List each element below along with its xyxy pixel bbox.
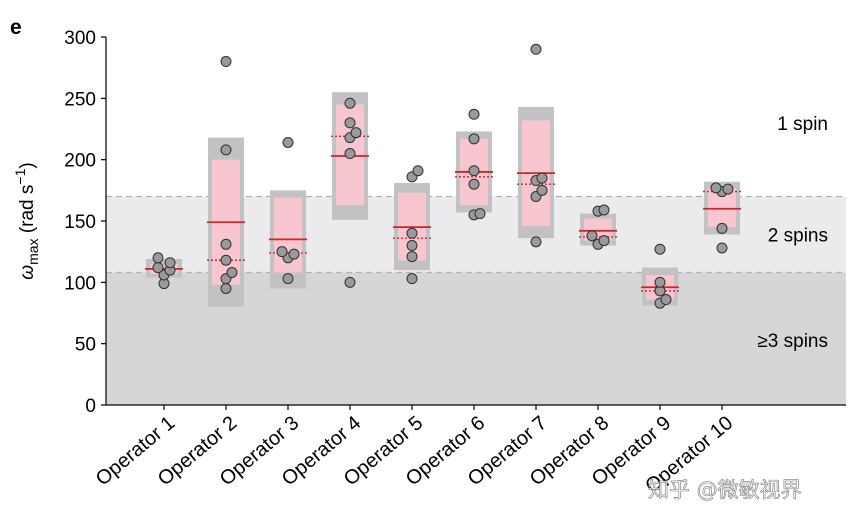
data-point	[344, 117, 356, 129]
data-point	[660, 294, 672, 306]
y-tick-label: 100	[64, 273, 96, 294]
data-point	[152, 262, 164, 274]
zone-label-2: ≥3 spins	[757, 331, 828, 352]
data-point	[598, 204, 610, 216]
data-point	[406, 251, 418, 263]
data-point	[344, 276, 356, 288]
operator-bands	[145, 92, 741, 307]
data-point	[350, 127, 362, 139]
data-point	[164, 257, 176, 269]
data-point	[474, 208, 486, 220]
data-point	[406, 227, 418, 239]
data-point	[586, 230, 598, 242]
data-point	[716, 222, 728, 234]
data-point	[344, 97, 356, 109]
operator-band-3	[269, 190, 307, 289]
y-tick-label: 200	[64, 151, 96, 172]
y-tick-label: 150	[64, 212, 96, 233]
operator-band-7	[517, 106, 555, 239]
y-tick-label: 250	[64, 89, 96, 110]
data-point	[710, 182, 722, 194]
zone-label-1: 2 spins	[768, 225, 828, 246]
data-point	[412, 165, 424, 177]
data-point	[654, 276, 666, 288]
y-tick-label: 300	[64, 28, 96, 49]
zone-label-0: 1 spin	[777, 114, 828, 135]
data-point	[598, 235, 610, 247]
watermark-text: 知乎 @微敏视界	[648, 478, 802, 502]
data-point	[152, 252, 164, 264]
data-point	[406, 240, 418, 252]
y-axis-title-subscript: max	[25, 238, 41, 264]
data-point	[406, 273, 418, 285]
data-point	[716, 242, 728, 254]
y-axis-title-unit: (rad s	[17, 185, 38, 239]
data-point	[276, 246, 288, 258]
y-axis-title-end: )	[17, 162, 38, 168]
data-point	[344, 148, 356, 160]
y-tick-label: 50	[75, 335, 96, 356]
y-axis-title-exponent: −1	[12, 168, 28, 184]
data-point	[530, 236, 542, 248]
data-point	[468, 108, 480, 120]
data-point	[468, 178, 480, 190]
data-point	[220, 254, 232, 266]
data-point	[536, 172, 548, 184]
data-point	[536, 184, 548, 196]
data-points	[152, 43, 734, 309]
data-point	[654, 243, 666, 255]
panel-label: e	[10, 16, 22, 39]
y-tick-label: 0	[85, 396, 96, 417]
data-point	[220, 56, 232, 68]
data-point	[220, 238, 232, 250]
data-point	[288, 248, 300, 260]
data-point	[530, 43, 542, 55]
data-point	[468, 133, 480, 145]
data-point	[226, 267, 238, 279]
data-point	[468, 165, 480, 177]
data-point	[220, 144, 232, 156]
y-axis-title-symbol: ω	[17, 265, 38, 280]
data-point	[282, 136, 294, 148]
data-point	[282, 273, 294, 285]
text-labels: ωmax (rad s−1) 1 spin 2 spins ≥3 spins	[12, 114, 828, 352]
data-point	[220, 282, 232, 294]
y-axis-title: ωmax (rad s−1)	[12, 162, 41, 279]
data-point	[722, 183, 734, 195]
